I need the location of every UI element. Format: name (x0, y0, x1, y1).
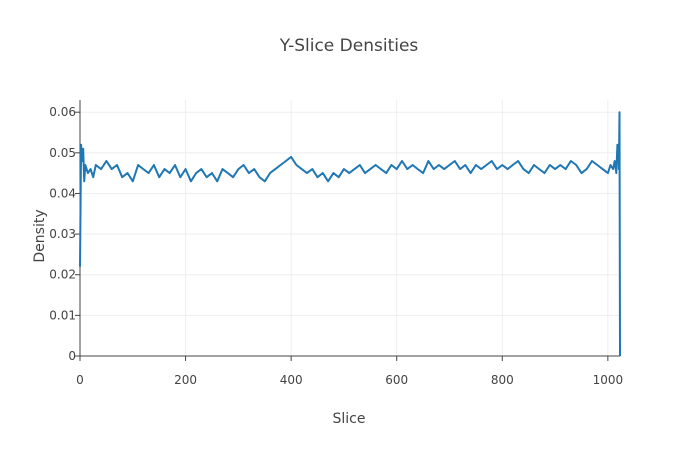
x-tick-label: 0 (76, 373, 84, 387)
y-axis-title: Density (32, 209, 48, 262)
x-tick-label: 400 (280, 373, 303, 387)
y-tick-label: 0.01 (49, 308, 76, 322)
x-axis-title: Slice (333, 411, 366, 427)
axes (75, 100, 620, 361)
y-tick-label: 0.06 (49, 105, 76, 119)
y-tick-label: 0.04 (49, 186, 76, 200)
x-tick-label: 800 (491, 373, 514, 387)
x-tick-label: 1000 (593, 373, 624, 387)
chart-title: Y-Slice Densities (279, 36, 419, 56)
y-tick-label: 0.05 (49, 146, 76, 160)
tick-labels: 0 0.01 0.02 0.03 0.04 0.05 0.06 0 200 400 600 800 10… (49, 105, 623, 387)
grid (80, 100, 620, 356)
x-tick-label: 600 (385, 373, 408, 387)
series-lines (79, 111, 621, 357)
x-tick-label: 200 (174, 373, 197, 387)
density-series-line (79, 111, 621, 357)
y-tick-label: 0.03 (49, 227, 76, 241)
y-tick-label: 0 (68, 349, 76, 363)
y-tick-label: 0.02 (49, 268, 76, 282)
